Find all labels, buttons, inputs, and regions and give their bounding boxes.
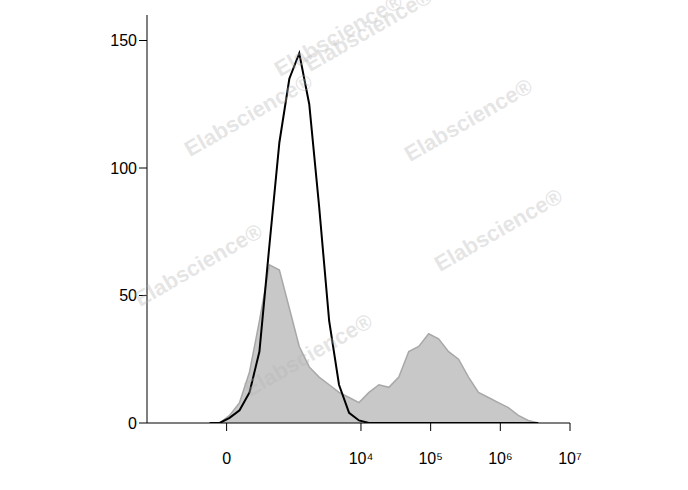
svg-text:10⁶: 10⁶	[488, 450, 512, 467]
svg-text:100: 100	[110, 160, 137, 177]
svg-text:10⁴: 10⁴	[349, 450, 374, 467]
svg-text:50: 50	[119, 287, 137, 304]
svg-text:0: 0	[128, 415, 137, 432]
svg-text:150: 150	[110, 32, 137, 49]
svg-text:10⁵: 10⁵	[418, 450, 442, 467]
svg-text:10⁷: 10⁷	[558, 450, 582, 467]
svg-text:0: 0	[222, 450, 231, 467]
